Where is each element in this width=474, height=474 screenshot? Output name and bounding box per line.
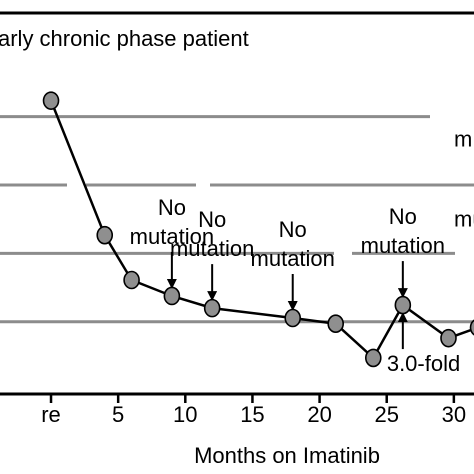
x-tick-label: 5 <box>112 402 124 427</box>
annotation-layer: NomutationNomutationNomutationNomutation… <box>130 127 474 376</box>
x-axis-label: Months on Imatinib <box>194 443 380 468</box>
annotation-label: mutation <box>170 236 254 261</box>
data-point <box>42 91 60 110</box>
data-point <box>123 270 140 290</box>
data-point <box>163 286 181 306</box>
data-point <box>284 308 302 328</box>
x-tick-label: 10 <box>173 402 197 427</box>
line-layer <box>49 100 474 360</box>
point-layer <box>42 91 474 368</box>
series-line <box>49 100 474 360</box>
x-tick-label: 30 <box>442 402 466 427</box>
data-point <box>96 225 114 245</box>
annotation-label: mutation <box>130 224 214 249</box>
annotation-label: No <box>279 217 307 242</box>
data-point <box>364 348 382 368</box>
x-tick-label: 25 <box>374 402 398 427</box>
annotation-label: No <box>158 195 186 220</box>
x-tick-label: re <box>41 402 61 427</box>
data-point <box>469 319 474 336</box>
annotation-label: 3.0-fold <box>387 351 460 376</box>
data-point <box>327 314 344 334</box>
annotation-label: mutation <box>361 233 445 258</box>
data-point <box>203 298 221 318</box>
grid-layer <box>0 115 474 324</box>
x-tick-label: 15 <box>240 402 264 427</box>
axis-layer <box>0 11 474 403</box>
data-point <box>394 295 412 315</box>
annotation-label: m <box>454 127 472 152</box>
annotation-label: No <box>198 207 226 232</box>
annotation-label: mu <box>454 206 474 231</box>
chart-title: arly chronic phase patient <box>0 26 249 51</box>
annotation-label: No <box>389 204 417 229</box>
x-tick-label: 20 <box>307 402 331 427</box>
annotation-label: mutation <box>251 246 335 271</box>
data-point <box>440 328 457 348</box>
tick-layer: re 5 10 15 20 25 30 <box>41 402 466 427</box>
